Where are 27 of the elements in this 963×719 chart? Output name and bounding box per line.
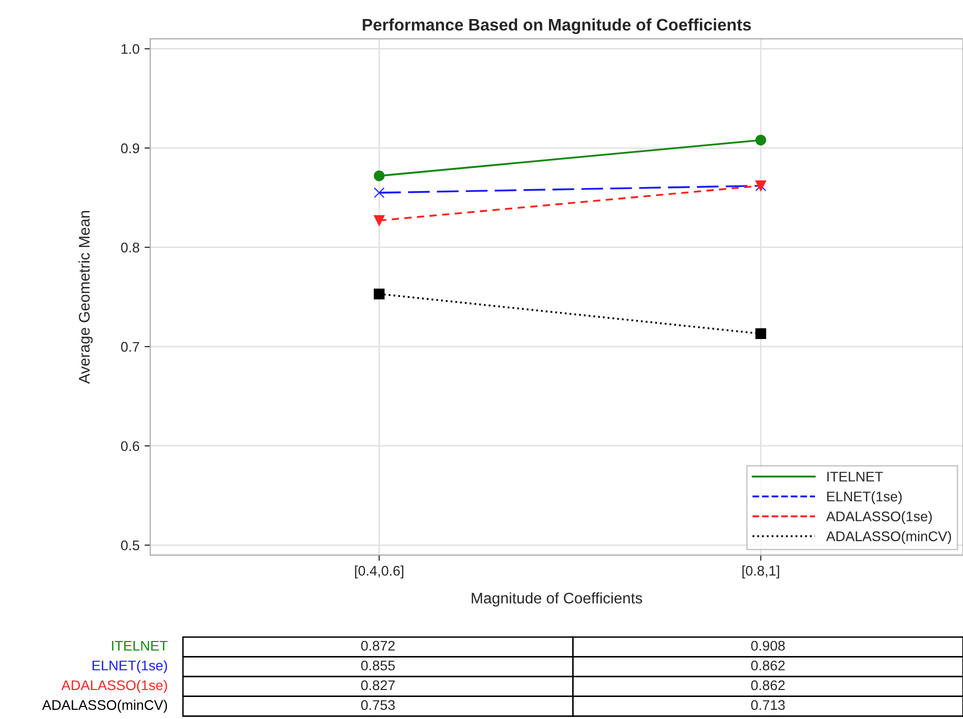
data-label: 0.713	[751, 700, 785, 710]
y-axis-title: Average Geometric Mean	[78, 211, 93, 384]
y-tick-label: 0.5	[121, 540, 140, 550]
y-tick-label: 1.0	[122, 44, 140, 54]
y-tick-label: 0.6	[121, 441, 140, 452]
x-axis-title: Magnitude of Coefficients	[472, 592, 642, 607]
data-label: 0.855	[361, 660, 395, 670]
legend-label: ELNET(1se)	[827, 491, 902, 504]
y-tick-label: 0.7	[121, 342, 140, 352]
data-label: 0.827	[361, 680, 395, 690]
data-label: 0.908	[751, 640, 785, 651]
text: ELNET(1se)	[92, 660, 168, 674]
text: ADALASSO(1se)	[61, 680, 168, 693]
text: ADALASSO(minCV)	[42, 700, 168, 713]
x-tick-label: [0.8,1]	[742, 565, 780, 578]
data-label: 0.753	[361, 700, 395, 710]
data-label: 0.872	[361, 640, 395, 651]
legend-label: ADALASSO(minCV)	[826, 531, 952, 544]
data-label: 0.862	[751, 660, 785, 670]
text: ITELNET	[112, 640, 168, 651]
y-tick-label: 0.8	[121, 242, 140, 252]
chart-title: Performance Based on Magnitude of Coefficients	[362, 18, 751, 34]
y-tick-label: 0.9	[121, 143, 140, 154]
legend-label: ITELNET	[827, 472, 883, 482]
legend-label: ADALASSO(1se)	[826, 511, 932, 524]
x-tick-label: [0.4,0.6]	[355, 565, 404, 578]
data-label: 0.862	[751, 680, 785, 690]
